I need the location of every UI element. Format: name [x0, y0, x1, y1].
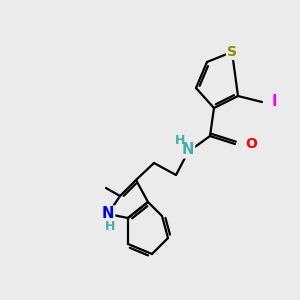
- Text: O: O: [245, 137, 257, 151]
- Text: I: I: [272, 94, 278, 110]
- Text: N: N: [102, 206, 114, 221]
- Text: N: N: [182, 142, 194, 158]
- Text: H: H: [175, 134, 185, 146]
- Text: H: H: [105, 220, 115, 232]
- Text: S: S: [227, 45, 237, 59]
